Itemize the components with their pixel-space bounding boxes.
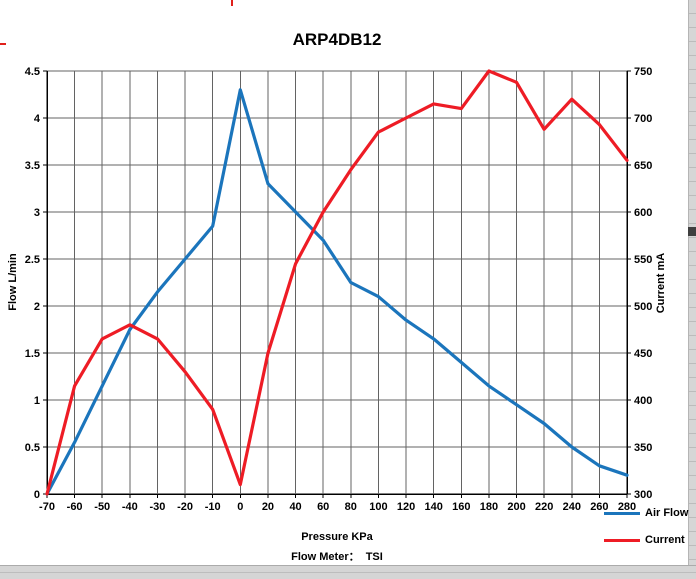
svg-text:160: 160 — [452, 501, 470, 513]
spreadsheet-bottom-strip — [0, 565, 696, 579]
svg-text:350: 350 — [634, 442, 652, 454]
svg-text:20: 20 — [262, 501, 274, 513]
svg-text:650: 650 — [634, 160, 652, 172]
svg-text:1: 1 — [34, 395, 40, 407]
airflow-line-swatch — [604, 511, 640, 515]
series-line-air-flow — [45, 88, 629, 496]
left-axis-title: Flow L/min — [7, 253, 19, 311]
spreadsheet-right-strip — [688, 0, 696, 565]
svg-text:260: 260 — [590, 501, 608, 513]
right-axis-title: Current mA — [655, 252, 667, 314]
chart-title: ARP4DB12 — [292, 30, 382, 49]
svg-text:2: 2 — [34, 301, 40, 313]
svg-text:3.5: 3.5 — [25, 160, 40, 172]
svg-text:4: 4 — [34, 113, 41, 125]
x-axis-title: Pressure KPa — [301, 531, 373, 543]
svg-text:-60: -60 — [67, 501, 83, 513]
svg-text:400: 400 — [634, 395, 652, 407]
svg-text:140: 140 — [424, 501, 442, 513]
svg-text:1.5: 1.5 — [25, 348, 40, 360]
page-break-mark-top — [231, 0, 233, 6]
svg-text:180: 180 — [480, 501, 498, 513]
svg-text:40: 40 — [289, 501, 301, 513]
current-line-swatch — [604, 538, 640, 542]
svg-text:0: 0 — [34, 489, 40, 501]
svg-text:750: 750 — [634, 66, 652, 78]
page-break-mark-left — [0, 43, 6, 45]
svg-text:550: 550 — [634, 254, 652, 266]
legend: Air Flow Current — [604, 506, 688, 547]
svg-text:300: 300 — [634, 489, 652, 501]
scrollbar-notch[interactable] — [688, 227, 696, 236]
svg-text:0: 0 — [237, 501, 243, 513]
legend-item-current: Current — [604, 533, 688, 547]
svg-text:2.5: 2.5 — [25, 254, 40, 266]
svg-text:280: 280 — [618, 501, 636, 513]
legend-label-airflow: Air Flow — [645, 507, 689, 519]
svg-text:-50: -50 — [94, 501, 110, 513]
legend-item-airflow: Air Flow — [604, 506, 688, 520]
svg-text:-40: -40 — [122, 501, 138, 513]
svg-text:700: 700 — [634, 113, 652, 125]
x-axis-subtitle: Flow Meter： TSI — [291, 551, 383, 563]
svg-text:500: 500 — [634, 301, 652, 313]
svg-text:200: 200 — [507, 501, 525, 513]
svg-text:80: 80 — [345, 501, 357, 513]
svg-text:240: 240 — [563, 501, 581, 513]
legend-label-current: Current — [645, 534, 685, 546]
svg-text:-10: -10 — [205, 501, 221, 513]
svg-text:450: 450 — [634, 348, 652, 360]
svg-text:-20: -20 — [177, 501, 193, 513]
svg-text:220: 220 — [535, 501, 553, 513]
svg-text:600: 600 — [634, 207, 652, 219]
series-line-current — [45, 69, 629, 496]
svg-text:-70: -70 — [39, 501, 55, 513]
svg-text:60: 60 — [317, 501, 329, 513]
svg-text:120: 120 — [397, 501, 415, 513]
svg-text:3: 3 — [34, 207, 40, 219]
svg-text:0.5: 0.5 — [25, 442, 40, 454]
svg-text:4.5: 4.5 — [25, 66, 40, 78]
svg-text:100: 100 — [369, 501, 387, 513]
svg-text:-30: -30 — [150, 501, 166, 513]
